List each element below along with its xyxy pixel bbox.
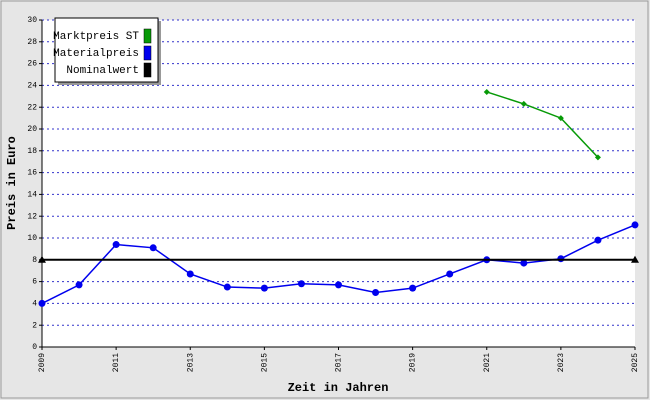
y-tick-label: 14	[27, 191, 37, 200]
point	[520, 259, 528, 267]
y-tick-label: 10	[27, 234, 37, 243]
y-tick-label: 26	[27, 60, 37, 69]
legend-swatch	[143, 45, 152, 61]
y-tick-label: 4	[32, 300, 37, 309]
legend-label: Marktpreis ST	[53, 31, 139, 43]
point	[631, 221, 639, 229]
point	[297, 280, 305, 288]
x-tick-label: 2017	[335, 353, 344, 372]
y-tick-label: 12	[27, 212, 37, 221]
y-tick-label: 24	[27, 82, 37, 91]
y-tick-label: 30	[27, 16, 37, 25]
y-tick-label: 18	[27, 147, 37, 156]
point	[38, 299, 46, 307]
x-tick-label: 2021	[483, 353, 492, 372]
x-tick-label: 2025	[631, 353, 640, 372]
x-tick-label: 2011	[112, 353, 121, 372]
x-tick-label: 2015	[260, 353, 269, 372]
point	[520, 100, 527, 107]
point	[483, 88, 490, 95]
x-tick-label: 2019	[409, 353, 418, 372]
point	[149, 244, 157, 252]
y-tick-label: 8	[32, 256, 37, 265]
point	[594, 236, 602, 244]
point	[557, 115, 564, 122]
series-line	[486, 91, 599, 158]
y-tick-label: 0	[32, 343, 37, 352]
point	[186, 270, 194, 278]
y-tick-label: 28	[27, 38, 37, 47]
point	[223, 283, 231, 291]
legend-label: Nominalwert	[66, 65, 139, 77]
point	[112, 241, 120, 249]
point	[335, 281, 342, 289]
legend-box	[54, 17, 159, 83]
point	[446, 270, 454, 278]
legend-label: Materialpreis	[53, 48, 139, 60]
point	[75, 281, 83, 289]
x-tick-label: 2009	[38, 353, 47, 372]
x-axis-label: Zeit in Jahren	[288, 381, 389, 395]
x-tick-label: 2013	[186, 353, 195, 372]
legend-swatch	[143, 62, 152, 78]
x-tick-label: 2023	[557, 353, 566, 372]
point	[260, 284, 268, 292]
point	[409, 284, 417, 292]
y-tick-label: 22	[27, 103, 37, 112]
y-tick-label: 20	[27, 125, 37, 134]
y-tick-label: 16	[27, 169, 37, 178]
y-tick-label: 6	[32, 278, 37, 287]
point	[594, 154, 601, 161]
point	[38, 255, 46, 263]
y-axis-label: Preis in Euro	[5, 136, 19, 230]
point	[372, 289, 380, 296]
point	[557, 255, 565, 263]
y-tick-label: 2	[32, 321, 37, 330]
legend-swatch	[143, 28, 152, 44]
point	[631, 255, 639, 263]
